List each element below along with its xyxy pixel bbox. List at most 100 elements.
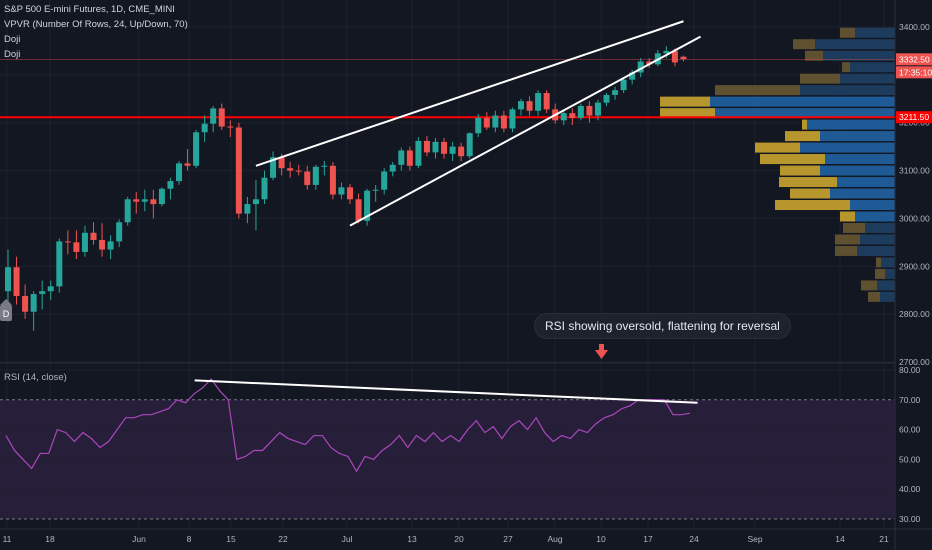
volume-profile-up-bar (857, 245, 895, 256)
time-tick-label: 8 (187, 534, 192, 544)
candle-body (603, 94, 610, 103)
symbol-legend[interactable]: S&P 500 E-mini Futures, 1D, CME_MINI (4, 4, 175, 15)
volume-profile-up-bar (865, 222, 895, 233)
time-tick-label: 18 (45, 534, 55, 544)
volume-profile-down-bar (835, 234, 860, 245)
candle-body (184, 163, 191, 166)
arrow-shaft (599, 344, 604, 350)
rsi-trendline (194, 379, 698, 404)
candle-body (141, 199, 148, 202)
volume-profile-up-bar (820, 165, 895, 176)
candle-body (543, 93, 550, 110)
candle-body (560, 113, 567, 121)
candle-body (304, 171, 311, 185)
candle-body (500, 115, 507, 129)
rsi-tick-label: 70.00 (899, 395, 921, 405)
candle-body (287, 168, 294, 171)
candle-body (389, 164, 396, 172)
volume-profile-down-bar (800, 73, 840, 84)
candle-body (99, 239, 106, 250)
time-tick-label: 13 (407, 534, 417, 544)
candle-body (5, 267, 11, 292)
candle-body (398, 150, 405, 165)
candle-body (671, 50, 678, 63)
candle-body (492, 115, 499, 128)
candle-body (261, 177, 268, 200)
candle-body (347, 187, 353, 200)
wedge-trendline (255, 20, 684, 167)
candle-body (680, 56, 687, 60)
volume-profile-down-bar (861, 280, 877, 291)
annotation-callout[interactable]: RSI showing oversold, flattening for rev… (535, 314, 790, 338)
candle-body (47, 286, 54, 292)
volume-profile-up-bar (815, 39, 895, 50)
candle-body (475, 117, 482, 134)
doji-legend-2[interactable]: Doji (4, 49, 21, 60)
volume-profile-down-bar (793, 39, 815, 50)
rsi-line (5, 377, 691, 473)
last-price-label: 3332.50 (899, 54, 930, 64)
level-price-label: 3211.50 (899, 112, 929, 122)
volume-profile-down-bar (840, 27, 855, 38)
candle-body (449, 146, 456, 154)
volume-profile-down-bar (755, 142, 800, 153)
price-tick-label: 3000.00 (899, 213, 930, 223)
candle-body (569, 113, 576, 118)
volume-profile-up-bar (715, 108, 895, 119)
candle-body (30, 294, 37, 312)
volume-profile-up-bar (850, 200, 895, 211)
candle-body (637, 61, 644, 73)
volume-profile-down-bar (842, 62, 850, 73)
candle-body (441, 141, 448, 154)
volume-profile-up-bar (820, 131, 895, 142)
annotation-arrow-icon (595, 350, 608, 359)
candle-body (321, 165, 328, 167)
price-tick-label: 3400.00 (899, 22, 930, 32)
candle-body (193, 132, 200, 166)
volume-profile-down-bar (760, 154, 825, 165)
doji-legend-1[interactable]: Doji (4, 34, 21, 45)
candle-body (64, 241, 71, 243)
volume-profile-up-bar (710, 96, 895, 107)
volume-profile-up-bar (800, 142, 895, 153)
rsi-tick-label: 30.00 (899, 514, 921, 524)
price-tick-label: 2800.00 (899, 309, 930, 319)
candle-body (227, 126, 234, 128)
candle-body (176, 163, 182, 182)
volume-profile-down-bar (840, 211, 855, 222)
candle-body (107, 241, 114, 250)
candle-body (415, 140, 422, 166)
candle-body (663, 50, 670, 54)
volume-profile-down-bar (802, 119, 807, 130)
volume-profile-up-bar (823, 50, 895, 61)
candle-body (458, 146, 465, 157)
dividend-badge[interactable]: D (0, 299, 12, 321)
time-tick-label: 15 (226, 534, 236, 544)
candle-body (423, 140, 430, 153)
rsi-legend[interactable]: RSI (14, close) (4, 372, 67, 383)
candle-body (329, 165, 336, 195)
candle-body (270, 157, 277, 178)
volume-profile-down-bar (660, 108, 715, 119)
candle-body (312, 166, 319, 185)
candle-body (218, 108, 225, 127)
candle-body (586, 105, 593, 116)
volume-profile-up-bar (825, 154, 895, 165)
candle-body (73, 242, 80, 252)
candle-body (210, 108, 217, 124)
candle-body (535, 93, 542, 111)
time-tick-label: 17 (643, 534, 653, 544)
volume-profile-up-bar (800, 85, 895, 96)
volume-profile-up-bar (850, 62, 895, 73)
vpvr-legend[interactable]: VPVR (Number Of Rows, 24, Up/Down, 70) (4, 19, 188, 30)
candle-body (252, 199, 259, 205)
volume-profile-down-bar (715, 85, 800, 96)
price-tick-label: 3100.00 (899, 166, 930, 176)
volume-profile-up-bar (860, 234, 895, 245)
candle-body (612, 90, 619, 95)
volume-profile-down-bar (790, 188, 830, 199)
price-axis-background (895, 0, 932, 550)
candle-body (518, 101, 524, 110)
